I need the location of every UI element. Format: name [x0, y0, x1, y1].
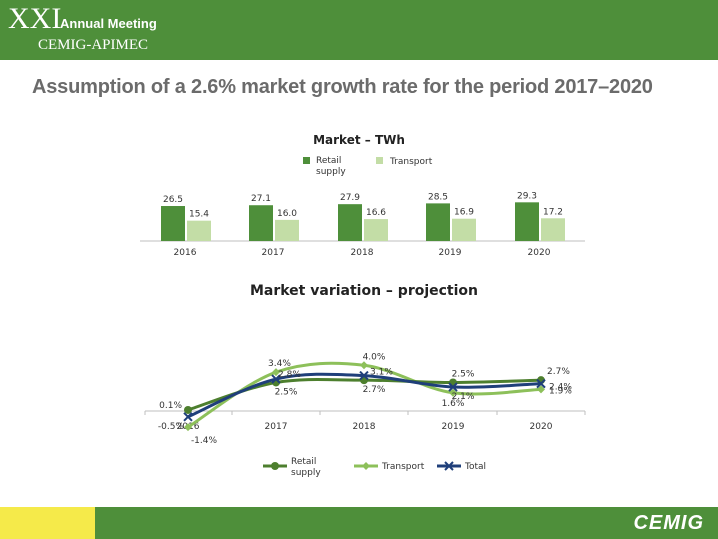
data-label-retail-supply: 29.3 [517, 191, 537, 201]
bar-transport [364, 219, 388, 241]
bar-transport [541, 218, 565, 241]
legend-label-retail-supply: Retail supply [291, 457, 321, 478]
data-label-total: -0.5% [158, 422, 185, 432]
data-label-retail-supply: 2.7% [547, 367, 570, 377]
point-marker-transport [184, 423, 192, 432]
data-label-retail-supply: 26.5 [163, 195, 183, 205]
bar-transport [452, 218, 476, 241]
data-label-retail-supply: 27.9 [340, 193, 360, 203]
data-label-total: 2.8% [278, 370, 301, 380]
data-label-total: 3.1% [370, 368, 393, 378]
data-label-transport: -1.4% [191, 436, 218, 446]
data-label-transport: 15.4 [189, 210, 209, 220]
legend-label-total: Total [464, 462, 486, 472]
bar-retail-supply [249, 205, 273, 241]
data-label-transport: 16.0 [277, 209, 297, 219]
slide-title: Assumption of a 2.6% market growth rate … [32, 76, 653, 98]
data-label-retail-supply: 2.5% [452, 369, 475, 379]
series-line-transport [187, 361, 542, 429]
x-tick-label: 2017 [262, 248, 285, 258]
data-label-transport: 1.9% [549, 386, 572, 396]
data-label-transport: 1.6% [442, 399, 465, 409]
x-tick-label: 2020 [530, 422, 553, 432]
header-bar [0, 0, 718, 60]
legend-marker-retail-supply [271, 462, 279, 470]
company-logo: CEMIG [633, 512, 704, 534]
point-marker-total [271, 374, 281, 384]
bar-retail-supply [161, 206, 185, 241]
bar-transport [187, 220, 211, 241]
line-chart-title: Market variation – projection [250, 283, 478, 299]
point-marker-total [536, 378, 546, 389]
legend-marker-retail-supply [303, 157, 310, 164]
x-tick-label: 2019 [439, 248, 462, 258]
bar-chart-title: Market – TWh [313, 133, 405, 147]
event-logo-organizer: CEMIG-APIMEC [38, 37, 149, 53]
point-marker-transport [272, 368, 280, 377]
bar-retail-supply [426, 203, 450, 241]
footer-bar [0, 507, 718, 539]
x-tick-label: 2019 [442, 422, 465, 432]
legend-marker-total [444, 461, 454, 471]
point-marker-retail-supply [184, 405, 192, 414]
data-label-transport: 16.9 [454, 208, 474, 218]
data-label-retail-supply: 0.1% [159, 401, 182, 411]
event-logo-numeral: XXI [8, 2, 62, 35]
data-label-transport: 17.2 [543, 207, 563, 217]
data-label-retail-supply: 2.5% [275, 387, 298, 397]
data-label-transport: 3.4% [268, 359, 291, 369]
data-label-transport: 4.0% [363, 352, 386, 362]
legend-label-transport: Transport [389, 157, 433, 167]
data-label-retail-supply: 2.7% [363, 385, 386, 395]
legend-label-transport: Transport [381, 462, 425, 472]
x-tick-label: 2018 [351, 248, 374, 258]
x-tick-label: 2017 [265, 422, 288, 432]
point-marker-total [448, 382, 458, 392]
x-tick-label: 2020 [528, 248, 551, 258]
market-variation-line-chart: Market variation – projection20162017201… [144, 283, 586, 478]
point-marker-total [183, 412, 193, 422]
x-tick-label: 2016 [174, 248, 197, 258]
point-marker-total [359, 370, 369, 381]
data-label-total: 2.4% [549, 383, 572, 393]
legend-label-retail-supply: Retail supply [316, 156, 346, 177]
data-label-retail-supply: 27.1 [251, 194, 271, 204]
footer-accent [0, 507, 95, 539]
data-label-total: 2.1% [452, 392, 475, 402]
point-marker-transport [360, 361, 368, 370]
x-tick-label: 2018 [353, 422, 376, 432]
data-label-retail-supply: 28.5 [428, 192, 448, 202]
point-marker-transport [537, 385, 545, 394]
data-label-transport: 16.6 [366, 208, 386, 218]
legend-marker-transport [376, 157, 383, 164]
legend-marker-transport [362, 462, 370, 470]
bar-retail-supply [515, 202, 539, 241]
event-logo-title: Annual Meeting [60, 16, 157, 31]
point-marker-transport [449, 388, 457, 397]
market-twh-bar-chart: Market – TWh Retail supply Transport 26.5 15.… [140, 133, 585, 258]
bar-transport [275, 219, 299, 241]
bar-retail-supply [338, 204, 362, 241]
